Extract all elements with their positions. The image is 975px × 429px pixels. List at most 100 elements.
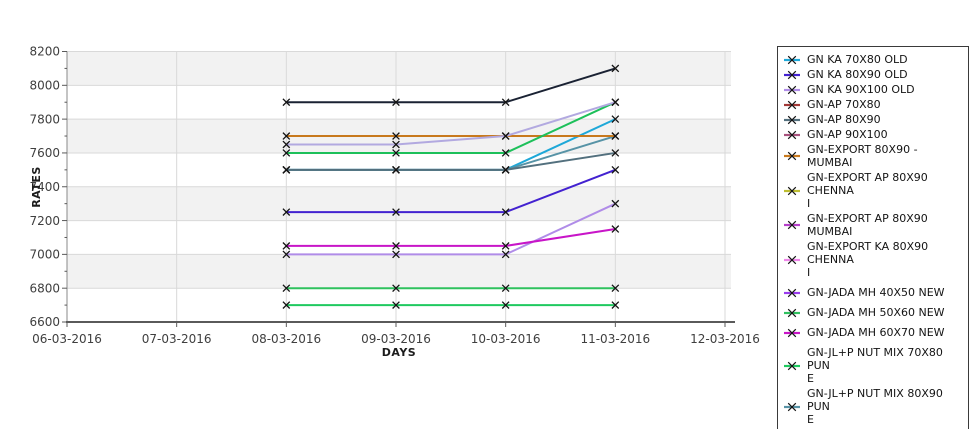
x-marker-icon xyxy=(787,288,797,297)
legend-item: GN KA 70X80 OLD xyxy=(783,53,965,66)
legend-marker xyxy=(783,327,807,339)
legend-item-label: GN-AP 90X100 xyxy=(807,128,888,141)
legend-item: GN-AP 70X80 xyxy=(783,98,965,111)
legend-x-marker-icon xyxy=(784,186,800,195)
legend-marker xyxy=(783,114,807,126)
x-marker-icon xyxy=(611,225,620,233)
x-marker-icon xyxy=(611,98,620,107)
legend-x-marker-icon xyxy=(784,288,800,297)
y-axis-title: RATES xyxy=(30,166,43,208)
x-marker-icon xyxy=(282,140,291,149)
legend-item: GN-JL+P NUT MIX 70X80 PUN E xyxy=(783,346,965,385)
legend-item: GN KA 80X90 OLD xyxy=(783,68,965,81)
x-tick-label: 06-03-2016 xyxy=(32,332,102,346)
legend-item: GN-EXPORT 80X90 - MUMBAI xyxy=(783,143,965,169)
legend-marker xyxy=(783,360,807,372)
legend-x-marker-icon xyxy=(784,115,800,124)
legend-marker xyxy=(783,219,807,231)
legend-marker xyxy=(783,254,807,266)
legend-x-marker-icon xyxy=(784,402,800,411)
axes xyxy=(62,51,735,327)
legend-item-label: GN-JADA MH 50X60 NEW xyxy=(807,306,945,319)
y-tick-label: 7400 xyxy=(29,180,60,194)
x-marker-icon xyxy=(282,149,291,157)
x-marker-icon xyxy=(611,64,620,73)
x-marker-icon xyxy=(282,301,291,309)
x-tick-label: 10-03-2016 xyxy=(471,332,541,346)
x-marker-icon xyxy=(787,115,797,124)
x-marker-icon xyxy=(282,98,291,107)
x-marker-icon xyxy=(282,284,291,293)
y-tick-label: 7200 xyxy=(29,214,60,228)
legend-marker xyxy=(783,84,807,96)
legend-items: GN KA 70X80 OLD GN KA 80X90 OLD GN KA 90X1… xyxy=(783,53,965,429)
series-line xyxy=(286,202,616,256)
x-tick-label: 09-03-2016 xyxy=(361,332,431,346)
x-marker-icon xyxy=(611,199,620,208)
x-marker-icon xyxy=(282,208,291,216)
x-tick-label: 12-03-2016 xyxy=(690,332,760,346)
x-marker-icon xyxy=(787,55,797,64)
y-tick-label: 7800 xyxy=(29,112,60,126)
x-marker-icon xyxy=(392,165,400,174)
legend: GN KA 70X80 OLD GN KA 80X90 OLD GN KA 90X1… xyxy=(777,46,969,429)
legend-item-label: GN KA 80X90 OLD xyxy=(807,68,908,81)
tick-labels: 6600 6800 7000 7200 7400 7600 7800 8000 8200 06-0… xyxy=(29,45,759,346)
series-line xyxy=(286,101,616,154)
x-marker-icon xyxy=(787,70,797,79)
x-marker-icon xyxy=(392,242,400,250)
x-marker-icon xyxy=(282,165,291,174)
x-marker-icon xyxy=(611,284,620,293)
legend-item: GN-AP 90X100 xyxy=(783,128,965,141)
legend-item-label: GN-JADA MH 60X70 NEW xyxy=(807,326,945,339)
x-marker-icon xyxy=(501,132,510,140)
x-marker-icon xyxy=(787,361,797,370)
x-tick-label: 07-03-2016 xyxy=(142,332,212,346)
legend-marker xyxy=(783,69,807,81)
x-marker-icon xyxy=(282,242,291,250)
legend-marker xyxy=(783,401,807,413)
data-point-x-markers xyxy=(282,64,620,309)
x-marker-icon xyxy=(501,98,510,107)
legend-x-marker-icon xyxy=(784,55,800,64)
x-marker-icon xyxy=(501,284,510,293)
rates-line-chart: 6600 6800 7000 7200 7400 7600 7800 8000 8200 06-0… xyxy=(29,45,759,359)
band xyxy=(67,51,731,86)
x-tick-label: 08-03-2016 xyxy=(251,332,321,346)
legend-item-label: GN-EXPORT KA 80X90 CHENNA I xyxy=(807,240,929,279)
legend-item: GN-JADA MH 50X60 NEW xyxy=(783,306,965,319)
legend-item-label: GN-AP 70X80 xyxy=(807,98,881,111)
legend-marker xyxy=(783,287,807,299)
x-marker-icon xyxy=(392,140,400,149)
legend-x-marker-icon xyxy=(784,100,800,109)
legend-x-marker-icon xyxy=(784,308,800,317)
legend-x-marker-icon xyxy=(784,255,800,264)
x-marker-icon xyxy=(501,250,510,259)
legend-x-marker-icon xyxy=(784,130,800,139)
x-marker-icon xyxy=(611,115,620,123)
x-marker-icon xyxy=(392,208,400,216)
x-marker-icon xyxy=(392,149,400,157)
series-line xyxy=(286,168,616,214)
x-marker-icon xyxy=(787,85,797,94)
legend-item: GN-JADA MH 60X70 NEW xyxy=(783,326,965,339)
y-tick-label: 6800 xyxy=(29,281,60,295)
x-axis-title: DAYS xyxy=(382,346,416,359)
legend-item-label: GN-JL+P NUT MIX 70X80 PUN E xyxy=(807,346,943,385)
legend-item: GN-JL+P NUT MIX 80X90 PUN E xyxy=(783,387,965,426)
legend-item-label: GN KA 70X80 OLD xyxy=(807,53,908,66)
legend-item-label: GN KA 90X100 OLD xyxy=(807,83,915,96)
legend-x-marker-icon xyxy=(784,328,800,337)
x-marker-icon xyxy=(392,250,400,259)
band xyxy=(67,254,731,289)
y-tick-label: 6600 xyxy=(29,315,60,329)
x-marker-icon xyxy=(611,132,620,140)
legend-item: GN-AP 80X90 xyxy=(783,113,965,126)
x-marker-icon xyxy=(787,151,797,161)
x-marker-icon xyxy=(787,255,797,264)
x-marker-icon xyxy=(787,100,797,109)
legend-x-marker-icon xyxy=(784,361,800,370)
legend-marker xyxy=(783,99,807,111)
legend-x-marker-icon xyxy=(784,220,800,230)
